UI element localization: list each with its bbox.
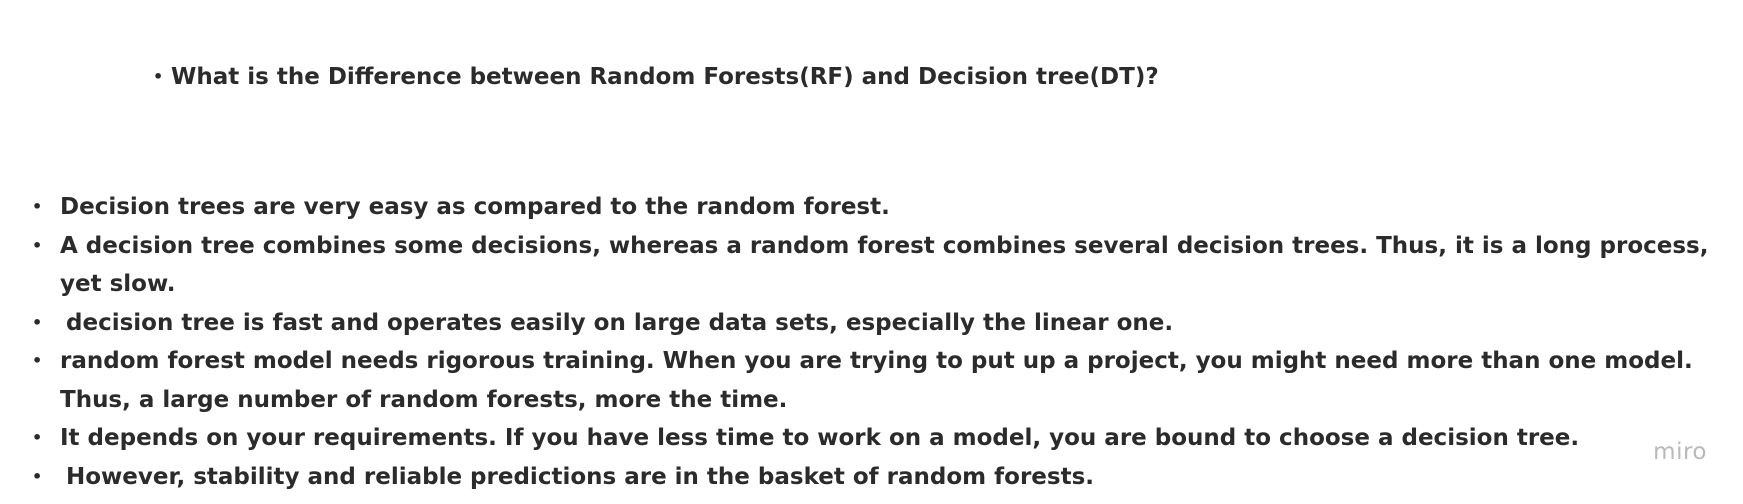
list-item: • It depends on your requirements. If yo… <box>0 419 1730 458</box>
list-item-text: decision tree is fast and operates easil… <box>66 309 1174 336</box>
bullet-icon: • <box>32 466 43 486</box>
question-heading: • What is the Difference between Random … <box>153 60 1159 94</box>
list-item: • random forest model needs rigorous tra… <box>0 342 1730 419</box>
bullet-icon: • <box>32 351 43 370</box>
bullet-icon: • <box>32 235 43 255</box>
answer-bullet-list: • Decision trees are very easy as compar… <box>0 188 1743 496</box>
list-item: • Decision trees are very easy as compar… <box>0 188 1730 227</box>
bullet-icon: • <box>32 197 43 216</box>
list-item-text: random forest model needs rigorous train… <box>60 348 1693 413</box>
question-text: What is the Difference between Random Fo… <box>171 64 1159 90</box>
bullet-icon: • <box>32 428 43 447</box>
list-item: • decision tree is fast and operates eas… <box>0 304 1730 343</box>
list-item: • However, stability and reliable predic… <box>0 458 1730 497</box>
bullet-icon: • <box>153 67 164 86</box>
list-item: • A decision tree combines some decision… <box>0 227 1730 304</box>
list-item-text: It depends on your requirements. If you … <box>60 425 1580 451</box>
miro-watermark-logo: miro <box>1653 439 1707 465</box>
list-item-text: Decision trees are very easy as compared… <box>60 194 890 220</box>
list-item-text: However, stability and reliable predicti… <box>66 463 1095 490</box>
bullet-icon: • <box>32 312 43 332</box>
list-item-text: A decision tree combines some decisions,… <box>60 232 1709 298</box>
